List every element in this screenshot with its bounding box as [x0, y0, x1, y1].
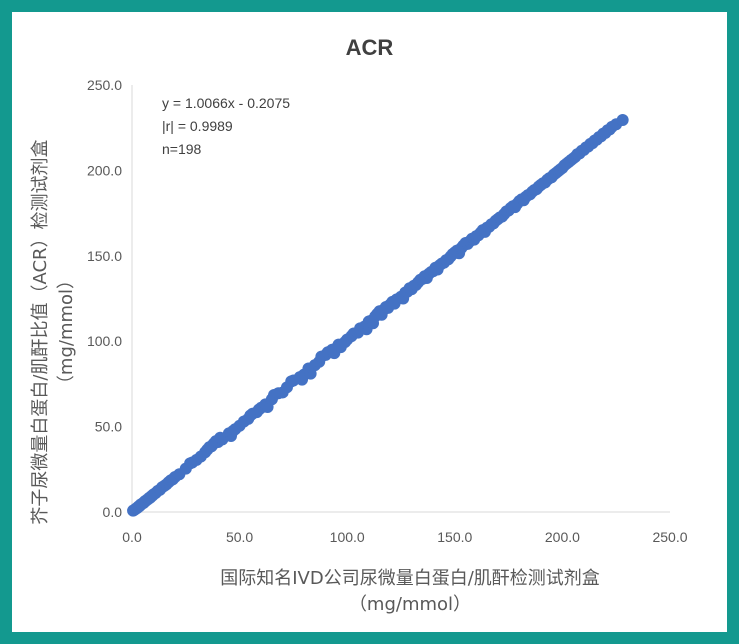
y-axis-label: 芥子尿微量白蛋白/肌酐比值（ACR）检测试剂盒 （mg/mmol） [28, 72, 80, 592]
trendline [131, 116, 628, 514]
regression-annotation: y = 1.0066x - 0.2075 [162, 95, 290, 111]
y-tick-label: 200.0 [87, 162, 122, 178]
chart-title: ACR [345, 35, 394, 60]
x-axis-label-line2: （mg/mmol） [348, 594, 472, 615]
y-tick-label: 150.0 [87, 248, 122, 264]
x-tick-label: 100.0 [330, 529, 365, 545]
regression-annotation: |r| = 0.9989 [162, 118, 233, 134]
y-axis-label-line2: （mg/mmol） [56, 270, 77, 394]
x-tick-label: 250.0 [652, 529, 687, 545]
y-axis-label-line1: 芥子尿微量白蛋白/肌酐比值（ACR）检测试剂盒 [30, 139, 51, 525]
y-tick-label: 100.0 [87, 333, 122, 349]
y-tick-label: 0.0 [103, 504, 123, 520]
data-point [616, 114, 629, 127]
x-axis-label: 国际知名IVD公司尿微量白蛋白/肌酐检测试剂盒 （mg/mmol） [130, 566, 690, 618]
x-axis-label-line1: 国际知名IVD公司尿微量白蛋白/肌酐检测试剂盒 [220, 568, 600, 589]
x-tick-label: 200.0 [545, 529, 580, 545]
y-tick-label: 250.0 [87, 77, 122, 93]
y-tick-label: 50.0 [95, 419, 122, 435]
x-tick-label: 50.0 [226, 529, 253, 545]
x-tick-label: 0.0 [122, 529, 142, 545]
regression-annotation: n=198 [162, 141, 202, 157]
x-tick-label: 150.0 [437, 529, 472, 545]
